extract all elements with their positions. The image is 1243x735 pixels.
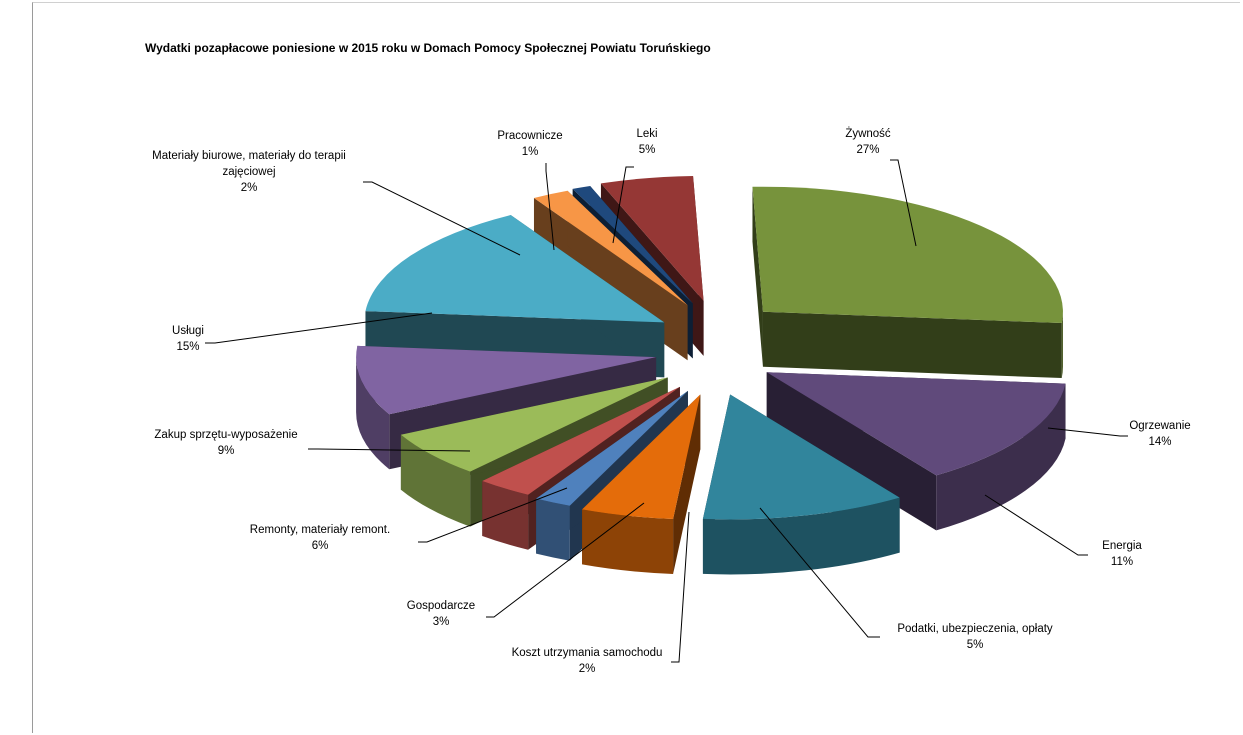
chart-title: Wydatki pozapłacowe poniesione w 2015 ro…	[145, 41, 711, 55]
slice-top	[702, 394, 900, 520]
slice-percent-label: 5%	[967, 639, 984, 651]
slice-percent-label: 15%	[176, 341, 199, 353]
slice-category-label: zajęciowej	[222, 166, 275, 178]
slice-top	[752, 186, 1063, 324]
slice-top	[572, 185, 693, 304]
slice-percent-label: 2%	[241, 182, 258, 194]
leader-line	[308, 448, 471, 452]
slice-wall	[752, 186, 763, 367]
leader-line	[759, 507, 880, 638]
leader-line	[205, 312, 433, 344]
slice-category-label: Koszt utrzymania samochodu	[512, 647, 663, 659]
slice-category-label: Ogrzewanie	[1129, 420, 1190, 432]
slice-side	[702, 497, 900, 575]
slice-percent-label: 1%	[522, 146, 539, 158]
slice-percent-label: 14%	[1148, 436, 1171, 448]
leader-line	[545, 163, 555, 251]
slice-top	[582, 394, 701, 520]
slice-top	[536, 390, 688, 506]
leader-line	[363, 181, 521, 256]
pie-sides	[356, 175, 1066, 575]
slice-top	[365, 215, 665, 323]
slice-wall	[766, 372, 937, 531]
slice-category-label: Materiały biurowe, materiały do terapii	[152, 150, 346, 162]
slice-percent-label: 6%	[312, 540, 329, 552]
slice-wall	[536, 390, 688, 554]
slice-side	[1061, 311, 1063, 379]
pie-slice-3	[582, 394, 701, 575]
leader-line	[486, 502, 645, 618]
slice-percent-label: 5%	[639, 144, 656, 156]
pie-slice-1	[766, 372, 1066, 531]
slice-percent-label: 9%	[218, 445, 235, 457]
slice-category-label: Podatki, ubezpieczenia, opłaty	[897, 623, 1053, 635]
slice-category-label: Pracownicze	[497, 130, 562, 142]
slice-top	[533, 190, 688, 306]
leader-line	[1047, 427, 1128, 437]
slice-top	[766, 372, 1066, 476]
slice-top	[400, 377, 668, 472]
leader-line	[418, 487, 568, 543]
slice-category-label: Żywność	[845, 127, 891, 140]
slice-category-label: Gospodarcze	[407, 600, 475, 612]
slice-side	[536, 498, 570, 561]
slice-wall	[762, 311, 1062, 379]
pie-slice-2	[702, 394, 900, 575]
slice-side	[582, 509, 674, 575]
slice-side	[482, 480, 529, 550]
leader-line	[612, 166, 634, 244]
slice-percent-label: 3%	[433, 616, 450, 628]
pie-slice-0	[752, 186, 1063, 379]
slice-top	[482, 386, 680, 495]
slice-wall	[482, 386, 680, 536]
slice-percent-label: 2%	[579, 663, 596, 675]
slice-top	[600, 175, 704, 301]
chart-frame	[32, 2, 1240, 733]
slice-category-label: Remonty, materiały remont.	[250, 524, 390, 536]
slice-top	[356, 345, 657, 415]
slice-percent-label: 27%	[856, 144, 879, 156]
slice-side	[400, 434, 471, 527]
data-labels: Żywność 27% Ogrzewanie 14% Energia 11% Podatki…	[152, 127, 1191, 675]
slice-side	[936, 383, 1066, 531]
slice-category-label: Leki	[636, 128, 657, 140]
slice-category-label: Usługi	[172, 325, 204, 337]
slice-category-label: Energia	[1102, 540, 1142, 552]
slice-category-label: Zakup sprzętu-wyposażenie	[154, 429, 297, 441]
leader-line	[984, 494, 1088, 556]
leader-line	[890, 159, 917, 247]
slice-percent-label: 11%	[1111, 556, 1133, 568]
leader-line	[671, 511, 690, 663]
slice-side	[356, 357, 390, 470]
